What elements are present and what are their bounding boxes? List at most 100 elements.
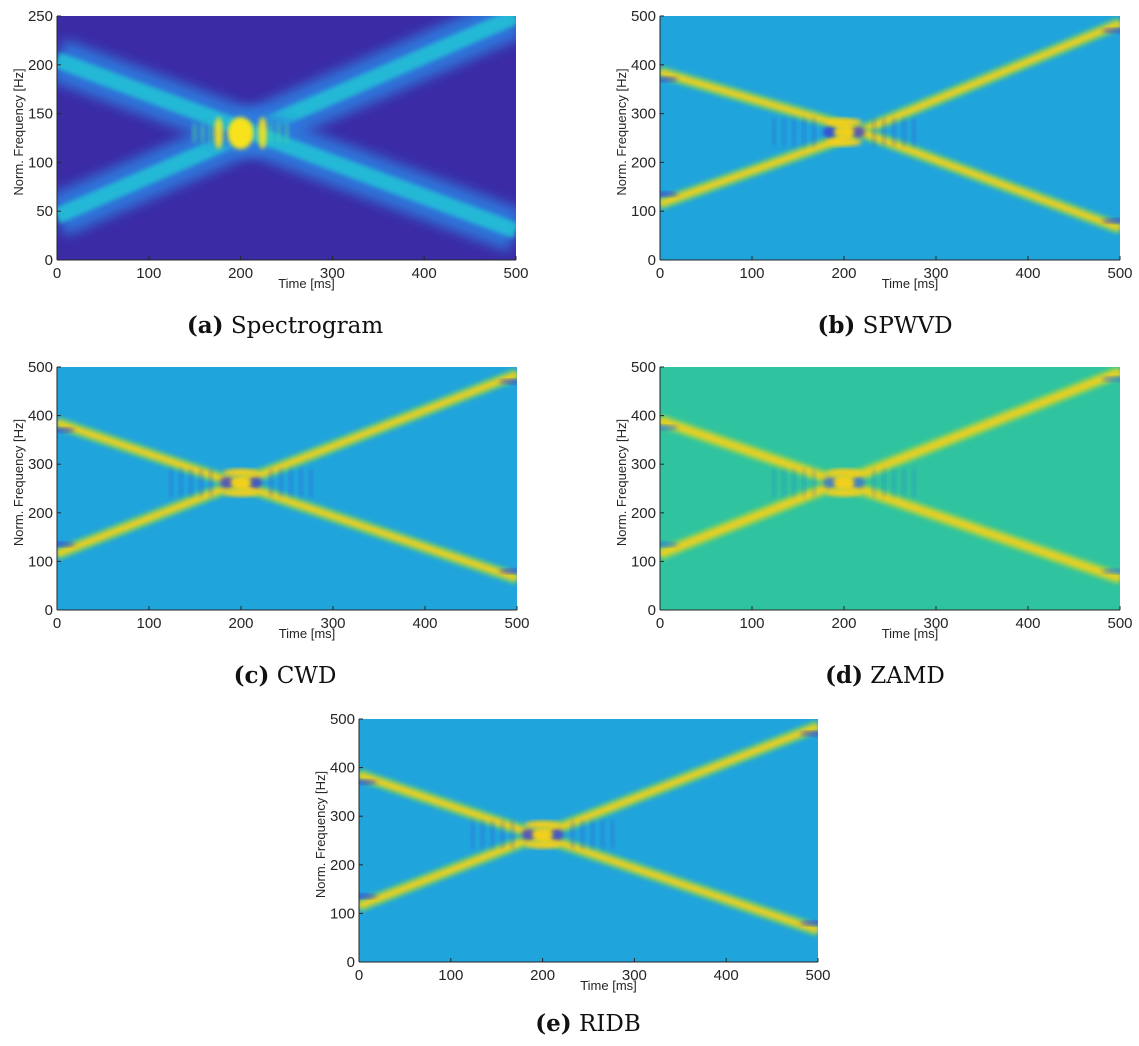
interference-fringe <box>289 468 293 497</box>
edge-artifact <box>499 568 517 574</box>
x-tick-label: 200 <box>831 265 856 282</box>
interference-fringe <box>590 820 595 849</box>
panel-spectrogram: 0 100 200 300 400 500 0 50 100 150 200 250 Time [ms]… <box>0 0 560 300</box>
interference-fringe <box>189 468 193 497</box>
edge-artifact <box>660 76 678 82</box>
interference-fringe <box>510 820 515 849</box>
crossing-peak <box>227 117 254 150</box>
y-tick-label: 250 <box>28 8 53 25</box>
y-tick-label: 300 <box>631 106 656 123</box>
ridge-1 <box>359 723 818 909</box>
interference-fringe <box>279 468 283 497</box>
y-axis-label: Norm. Frequency [Hz] <box>313 771 328 898</box>
edge-artifact <box>1102 28 1120 34</box>
y-tick-label: 400 <box>28 408 53 425</box>
caption-text: CWD <box>276 663 337 689</box>
y-tick-label: 500 <box>330 711 355 728</box>
edge-artifact <box>359 893 377 899</box>
crossing-ridge-top <box>524 820 561 829</box>
interference-fringe <box>892 118 896 147</box>
y-tick-label: 400 <box>330 760 355 777</box>
interference-fringe <box>872 118 876 147</box>
x-tick-label: 400 <box>714 967 739 984</box>
ridge-2 <box>57 52 516 239</box>
x-tick-label: 500 <box>504 615 529 632</box>
interference-fringe <box>258 117 268 150</box>
caption-text: SPWVD <box>862 313 953 339</box>
interference-fringe <box>782 118 786 147</box>
edge-artifact <box>660 425 678 431</box>
chart-svg-spwvd: 0 100 200 300 400 500 0 100 200 300 400 500 Time [ms… <box>614 8 1133 291</box>
interference-fringe <box>772 118 776 147</box>
interference-fringe <box>179 468 183 497</box>
x-tick-label: 400 <box>1015 265 1040 282</box>
x-tick-label: 500 <box>1107 265 1132 282</box>
y-axis-label: Norm. Frequency [Hz] <box>614 68 629 195</box>
y-tick-label: 500 <box>631 359 656 376</box>
edge-artifact <box>800 920 818 926</box>
interference-fringe <box>268 122 274 145</box>
interference-fringe <box>214 117 224 150</box>
panel-zamd: 0 100 200 300 400 500 0 100 200 300 400 500 Time [ms… <box>614 359 1133 641</box>
x-tick-label: 500 <box>805 967 830 984</box>
caption-ridb: (e) RIDB <box>458 1010 718 1037</box>
interference-fringe <box>892 468 896 497</box>
y-tick-label: 100 <box>28 154 53 171</box>
interference-fringe <box>802 118 806 147</box>
caption-spectrogram: (a) Spectrogram <box>155 312 415 339</box>
interference-fringe <box>570 820 575 849</box>
crossing-ridge-bottom <box>826 138 862 147</box>
y-tick-label: 100 <box>631 203 656 220</box>
interference-fringe <box>192 122 198 145</box>
interference-fringe <box>208 122 214 145</box>
crossing-dark-right <box>248 476 262 489</box>
crossing-peak <box>532 828 553 841</box>
crossing-dark-right <box>851 476 865 489</box>
caption-zamd: (d) ZAMD <box>755 662 1015 689</box>
interference-fringe <box>812 118 816 147</box>
y-tick-label: 100 <box>330 905 355 922</box>
caption-spwvd: (b) SPWVD <box>755 312 1015 339</box>
interference-fringe <box>772 468 776 497</box>
y-tick-label: 100 <box>631 553 656 570</box>
interference-fringe <box>872 468 876 497</box>
x-axis-label: Time [ms] <box>580 978 637 993</box>
y-tick-label: 0 <box>45 602 53 619</box>
chart-svg-cwd: 0 100 200 300 400 500 0 100 200 300 400 500 Time [ms… <box>11 359 530 641</box>
interference-fringe <box>902 118 906 147</box>
x-tick-label: 200 <box>228 265 253 282</box>
crossing-dark-left <box>521 828 536 841</box>
x-tick-label: 100 <box>438 967 463 984</box>
edge-artifact <box>359 779 377 785</box>
interference-fringe <box>276 122 282 145</box>
x-tick-label: 0 <box>53 615 61 632</box>
interference-fringe <box>269 468 273 497</box>
caption-cwd: (c) CWD <box>155 662 415 689</box>
crossing-ridge-bottom <box>524 840 561 849</box>
y-tick-label: 200 <box>631 505 656 522</box>
edge-artifact <box>660 541 678 547</box>
interference-fringe <box>169 468 173 497</box>
interference-fringe <box>500 820 505 849</box>
crossing-dark-right <box>549 828 564 841</box>
plot-area <box>359 720 818 937</box>
ridge-2 <box>660 417 1120 582</box>
panel-spwvd: 0 100 200 300 400 500 0 100 200 300 400 500 Time [ms… <box>0 0 1139 300</box>
interference-fringe <box>812 468 816 497</box>
ridge-2 <box>57 420 517 582</box>
interference-fringe <box>902 468 906 497</box>
chart-svg-spectrogram: 0 100 200 300 400 500 0 50 100 150 200 250 Time [ms]… <box>11 8 529 291</box>
edge-artifact <box>499 379 517 385</box>
y-tick-label: 50 <box>36 203 53 220</box>
caption-text: Spectrogram <box>230 313 384 339</box>
interference-fringe <box>580 820 585 849</box>
interference-fringe <box>882 118 886 147</box>
chart-svg-ridb: 0 100 200 300 400 500 0 100 200 300 400 500 Time [ms… <box>313 711 831 993</box>
crossing-ridge-top <box>826 118 862 127</box>
y-tick-label: 500 <box>631 8 656 25</box>
x-tick-label: 300 <box>923 265 948 282</box>
y-tick-label: 100 <box>28 553 53 570</box>
x-tick-label: 0 <box>355 967 363 984</box>
y-axis-label: Norm. Frequency [Hz] <box>614 419 629 546</box>
interference-fringe <box>882 468 886 497</box>
